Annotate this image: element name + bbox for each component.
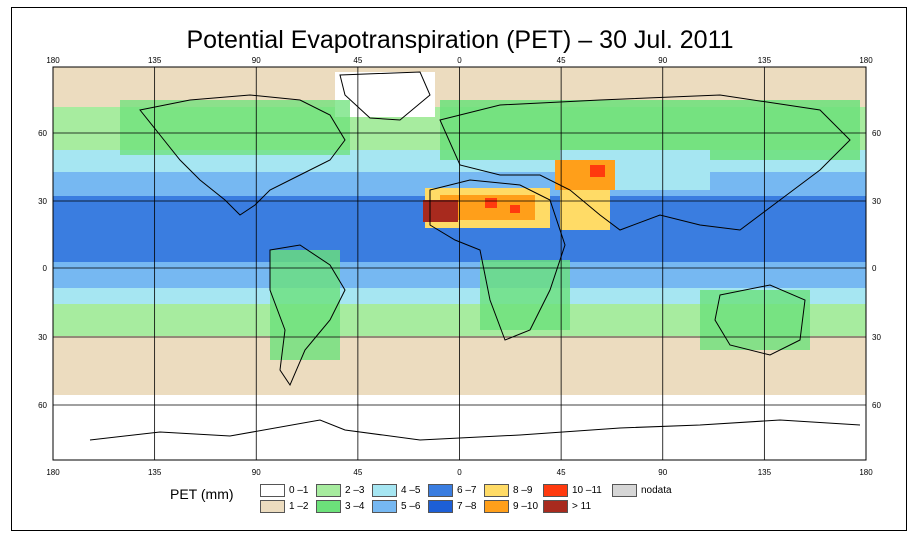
lat-tick-label: 0	[43, 264, 48, 273]
lon-tick-label: 0	[457, 468, 462, 477]
legend-label: 6 –7	[457, 485, 477, 496]
lat-tick-label: 60	[38, 129, 47, 138]
lat-tick-label: 60	[872, 401, 881, 410]
legend-swatch	[428, 484, 453, 497]
lon-tick-label: 45	[353, 56, 362, 65]
lat-tick-label: 30	[38, 333, 47, 342]
lat-tick-label: 30	[872, 197, 881, 206]
legend-swatch	[543, 484, 568, 497]
legend-label: 7 –8	[457, 501, 477, 512]
legend-swatch	[612, 484, 637, 497]
lon-tick-label: 180	[46, 468, 60, 477]
lon-tick-label: 45	[353, 468, 362, 477]
legend-label: 0 –1	[289, 485, 309, 496]
arabia-orange	[560, 190, 610, 230]
sahara-red-2	[510, 205, 520, 213]
westsahara-darkred	[423, 200, 458, 222]
legend-label: > 11	[572, 501, 591, 512]
legend-swatch	[260, 500, 285, 513]
lat-tick-label: 60	[872, 129, 881, 138]
legend-label: nodata	[641, 485, 672, 496]
greenland-white	[335, 72, 435, 117]
legend-swatch	[484, 500, 509, 513]
antarctica-coast	[89, 419, 861, 441]
legend-swatch	[543, 500, 568, 513]
legend-swatch	[372, 484, 397, 497]
legend-label: 5 –6	[401, 501, 421, 512]
lon-tick-label: 90	[658, 468, 667, 477]
lon-tick-label: 135	[758, 56, 772, 65]
lon-tick-label: 90	[252, 468, 261, 477]
legend-swatch	[260, 484, 285, 497]
lon-tick-label: 135	[148, 468, 162, 477]
lon-tick-label: 45	[557, 56, 566, 65]
greenland-coast	[339, 71, 431, 121]
lat-tick-label: 0	[872, 264, 877, 273]
lon-tick-label: 90	[658, 56, 667, 65]
figure-frame	[11, 7, 907, 531]
lon-tick-label: 90	[252, 56, 261, 65]
australia-coast	[714, 284, 806, 356]
graticule	[52, 67, 867, 460]
legend-swatch	[316, 484, 341, 497]
legend-label: 10 –11	[572, 485, 602, 496]
legend-label: 3 –4	[345, 501, 365, 512]
lat-tick-label: 30	[872, 333, 881, 342]
legend-label: 2 –3	[345, 485, 365, 496]
lon-tick-label: 45	[557, 468, 566, 477]
australia-green	[700, 290, 810, 350]
legend-title: PET (mm)	[170, 486, 234, 502]
samerica-green	[270, 250, 340, 360]
sahara-red-1	[485, 198, 497, 208]
lon-tick-label: 135	[758, 468, 772, 477]
lon-tick-label: 135	[148, 56, 162, 65]
legend-label: 8 –9	[513, 485, 533, 496]
lat-tick-label: 60	[38, 401, 47, 410]
eurasia-coast	[439, 94, 851, 231]
legend-swatch	[484, 484, 509, 497]
iran-red	[590, 165, 605, 177]
map-title: Potential Evapotranspiration (PET) – 30 …	[186, 26, 734, 54]
lat-tick-label: 30	[38, 197, 47, 206]
namerica-green	[120, 100, 350, 155]
lon-tick-label: 0	[457, 56, 462, 65]
legend-swatch	[316, 500, 341, 513]
legend-swatch	[372, 500, 397, 513]
lon-tick-label: 180	[859, 468, 873, 477]
mideast-orange	[555, 160, 615, 190]
axis-labels: 180 180 135 135 90 90 45 45 0 0 45 45 90 90 135 135 180 1…	[38, 56, 881, 477]
legend-label: 1 –2	[289, 501, 309, 512]
north-america-coast	[139, 94, 346, 216]
coastlines	[89, 71, 861, 441]
africa-coast	[429, 179, 566, 341]
legend-label: 9 –10	[513, 501, 539, 512]
legend-swatch	[428, 500, 453, 513]
legend-label: 4 –5	[401, 485, 421, 496]
lon-tick-label: 180	[859, 56, 873, 65]
africa-south-green	[480, 260, 570, 330]
lon-tick-label: 180	[46, 56, 60, 65]
south-america-coast	[269, 244, 346, 387]
